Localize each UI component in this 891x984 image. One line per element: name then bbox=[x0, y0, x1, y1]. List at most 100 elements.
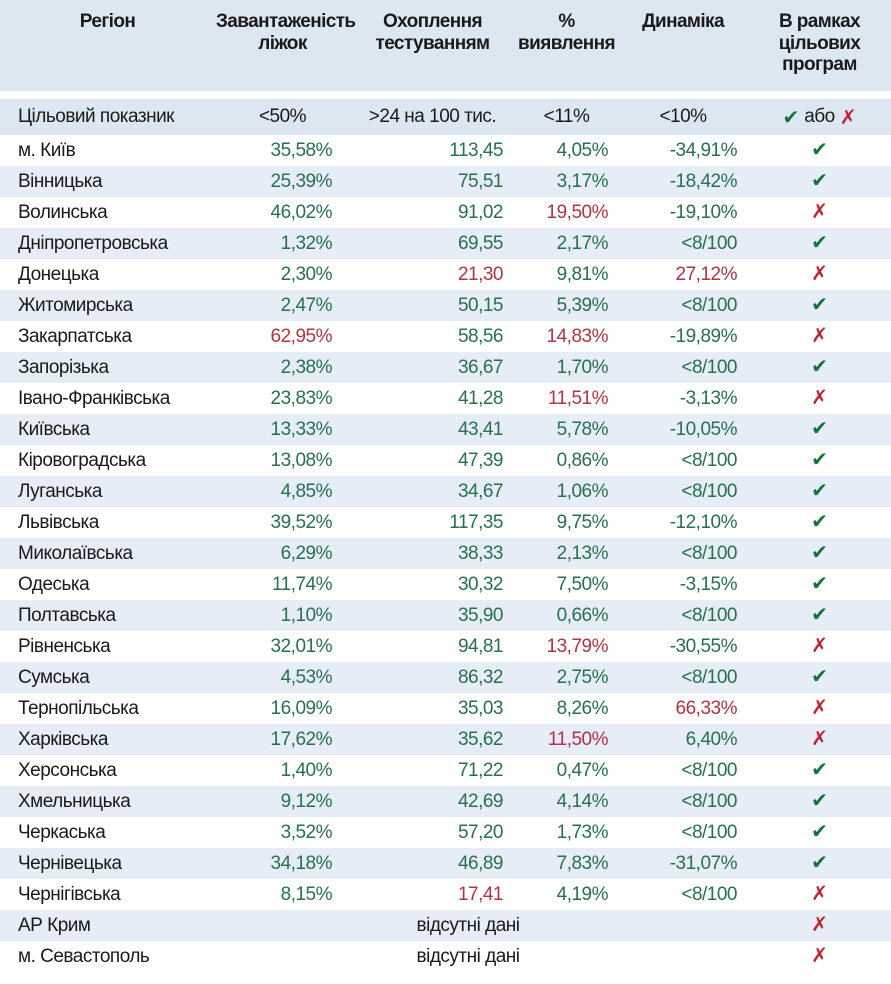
dynamics-value: <8/100 bbox=[681, 449, 737, 471]
table-row: Київська 13,33% 43,41 5,78% -10,05% ✔ bbox=[0, 414, 891, 445]
status-cell: ✔ bbox=[748, 569, 891, 600]
region-name: АР Крим bbox=[0, 910, 215, 941]
bed-occupancy-value: 2,47% bbox=[215, 290, 350, 321]
testing-coverage-value: 58,56 bbox=[457, 325, 504, 347]
table-row: Вінницька 25,39% 75,51 3,17% -18,42% ✔ bbox=[0, 166, 891, 197]
dynamics-value: -10,05% bbox=[618, 414, 748, 445]
no-data-text: відсутні дані bbox=[416, 945, 520, 967]
detection-rate-value: 14,83% bbox=[546, 325, 609, 347]
region-name: Запорізька bbox=[0, 352, 215, 383]
detection-rate-value: 2,17% bbox=[515, 228, 618, 259]
region-name: Харківська bbox=[0, 724, 215, 755]
status-cell: ✗ bbox=[748, 259, 891, 290]
or-label: або bbox=[804, 106, 835, 127]
table-row: Хмельницька 9,12% 42,69 4,14% <8/100 ✔ bbox=[0, 786, 891, 817]
detection-rate-value: 0,47% bbox=[556, 759, 609, 781]
bed-occupancy-value: 23,83% bbox=[270, 387, 333, 409]
cross-icon: ✗ bbox=[811, 881, 828, 905]
region-name: Миколаївська bbox=[0, 538, 215, 569]
detection-rate-value: 7,50% bbox=[556, 573, 609, 595]
status-cell: ✔ bbox=[748, 135, 891, 166]
col-header-bed-occupancy: Завантаженість ліжок bbox=[215, 0, 356, 95]
cross-icon: ✗ bbox=[811, 943, 828, 967]
no-data-text: відсутні дані bbox=[215, 910, 748, 941]
detection-rate-value: 0,86% bbox=[556, 449, 609, 471]
col-header-testing-coverage: Охоплення тестуванням bbox=[350, 0, 515, 95]
testing-coverage-value: 75,51 bbox=[350, 166, 515, 197]
bed-occupancy-value: 1,40% bbox=[280, 759, 333, 781]
detection-rate-value: 5,39% bbox=[515, 290, 618, 321]
detection-rate-value: 11,51% bbox=[547, 387, 609, 409]
detection-rate-value: 9,75% bbox=[556, 511, 609, 533]
region-name: м. Севастополь bbox=[18, 945, 150, 967]
testing-coverage-value: 117,35 bbox=[449, 511, 503, 533]
bed-occupancy-value: 2,38% bbox=[215, 352, 350, 383]
region-name: Житомирська bbox=[0, 290, 215, 321]
bed-occupancy-value: 8,15% bbox=[280, 883, 333, 905]
detection-rate-value: 3,17% bbox=[515, 166, 618, 197]
dynamics-value: -3,15% bbox=[679, 573, 738, 595]
status-cell: ✗ bbox=[748, 383, 891, 414]
target-row-label: Цільовий показник bbox=[0, 91, 215, 135]
region-name: Волинська bbox=[18, 201, 108, 223]
dynamics-value: 6,40% bbox=[618, 724, 748, 755]
col-header-region: Регіон bbox=[0, 0, 215, 95]
target-bed-occupancy: <50% bbox=[215, 91, 350, 135]
table-row: Закарпатська 62,95% 58,56 14,83% -19,89%… bbox=[0, 321, 891, 352]
cross-icon: ✗ bbox=[811, 323, 828, 347]
dynamics-value: 27,12% bbox=[675, 263, 738, 285]
detection-rate-value: 4,19% bbox=[556, 883, 609, 905]
testing-coverage-value: 43,41 bbox=[350, 414, 515, 445]
region-name: Луганська bbox=[0, 476, 215, 507]
testing-coverage-value: 17,41 bbox=[457, 883, 504, 905]
testing-coverage-value: 42,69 bbox=[350, 786, 515, 817]
table-row: Волинська 46,02% 91,02 19,50% -19,10% ✗ bbox=[0, 197, 891, 228]
detection-rate-value: 13,79% bbox=[546, 635, 609, 657]
region-name: Хмельницька bbox=[0, 786, 215, 817]
status-cell: ✗ bbox=[748, 631, 891, 662]
cross-icon: ✗ bbox=[811, 912, 828, 936]
cross-icon: ✗ bbox=[811, 726, 828, 750]
status-cell: ✗ bbox=[748, 197, 891, 228]
region-name: Івано-Франківська bbox=[18, 387, 170, 409]
dynamics-value: <8/100 bbox=[618, 290, 748, 321]
detection-rate-value: 19,50% bbox=[546, 201, 609, 223]
table-row: Одеська 11,74% 30,32 7,50% -3,15% ✔ bbox=[0, 569, 891, 600]
target-detection-rate: <11% bbox=[515, 91, 618, 135]
detection-rate-value: 1,06% bbox=[515, 476, 618, 507]
target-dynamics: <10% bbox=[618, 91, 748, 135]
check-icon: ✔ bbox=[811, 757, 828, 781]
testing-coverage-value: 21,30 bbox=[457, 263, 504, 285]
bed-occupancy-value: 6,29% bbox=[215, 538, 350, 569]
region-name: Закарпатська bbox=[18, 325, 132, 347]
detection-rate-value: 4,14% bbox=[515, 786, 618, 817]
testing-coverage-value: 94,81 bbox=[457, 635, 504, 657]
dynamics-value: -30,55% bbox=[669, 635, 738, 657]
status-cell: ✔ bbox=[748, 476, 891, 507]
dynamics-value: -34,91% bbox=[669, 139, 738, 161]
testing-coverage-value: 113,45 bbox=[449, 139, 503, 161]
testing-coverage-value: 47,39 bbox=[457, 449, 504, 471]
bed-occupancy-value: 2,30% bbox=[280, 263, 333, 285]
cross-icon: ✗ bbox=[811, 385, 828, 409]
check-icon: ✔ bbox=[811, 602, 828, 626]
table-row: Рівненська 32,01% 94,81 13,79% -30,55% ✗ bbox=[0, 631, 891, 662]
cross-icon: ✗ bbox=[811, 695, 828, 719]
region-name: м. Київ bbox=[18, 139, 76, 161]
status-cell: ✔ bbox=[748, 445, 891, 476]
dynamics-value: <8/100 bbox=[618, 662, 748, 693]
region-name: Київська bbox=[0, 414, 215, 445]
check-icon: ✔ bbox=[811, 509, 828, 533]
region-name: Кіровоградська bbox=[18, 449, 146, 471]
bed-occupancy-value: 32,01% bbox=[270, 635, 333, 657]
region-name: Рівненська bbox=[18, 635, 111, 657]
bed-occupancy-value: 3,52% bbox=[280, 821, 333, 843]
detection-rate-value: 1,73% bbox=[556, 821, 609, 843]
dynamics-value: <8/100 bbox=[618, 476, 748, 507]
detection-rate-value: 2,75% bbox=[515, 662, 618, 693]
status-cell: ✔ bbox=[748, 848, 891, 879]
target-testing-coverage: >24 на 100 тис. bbox=[350, 91, 515, 135]
table-row: Львівська 39,52% 117,35 9,75% -12,10% ✔ bbox=[0, 507, 891, 538]
table-row: Полтавська 1,10% 35,90 0,66% <8/100 ✔ bbox=[0, 600, 891, 631]
